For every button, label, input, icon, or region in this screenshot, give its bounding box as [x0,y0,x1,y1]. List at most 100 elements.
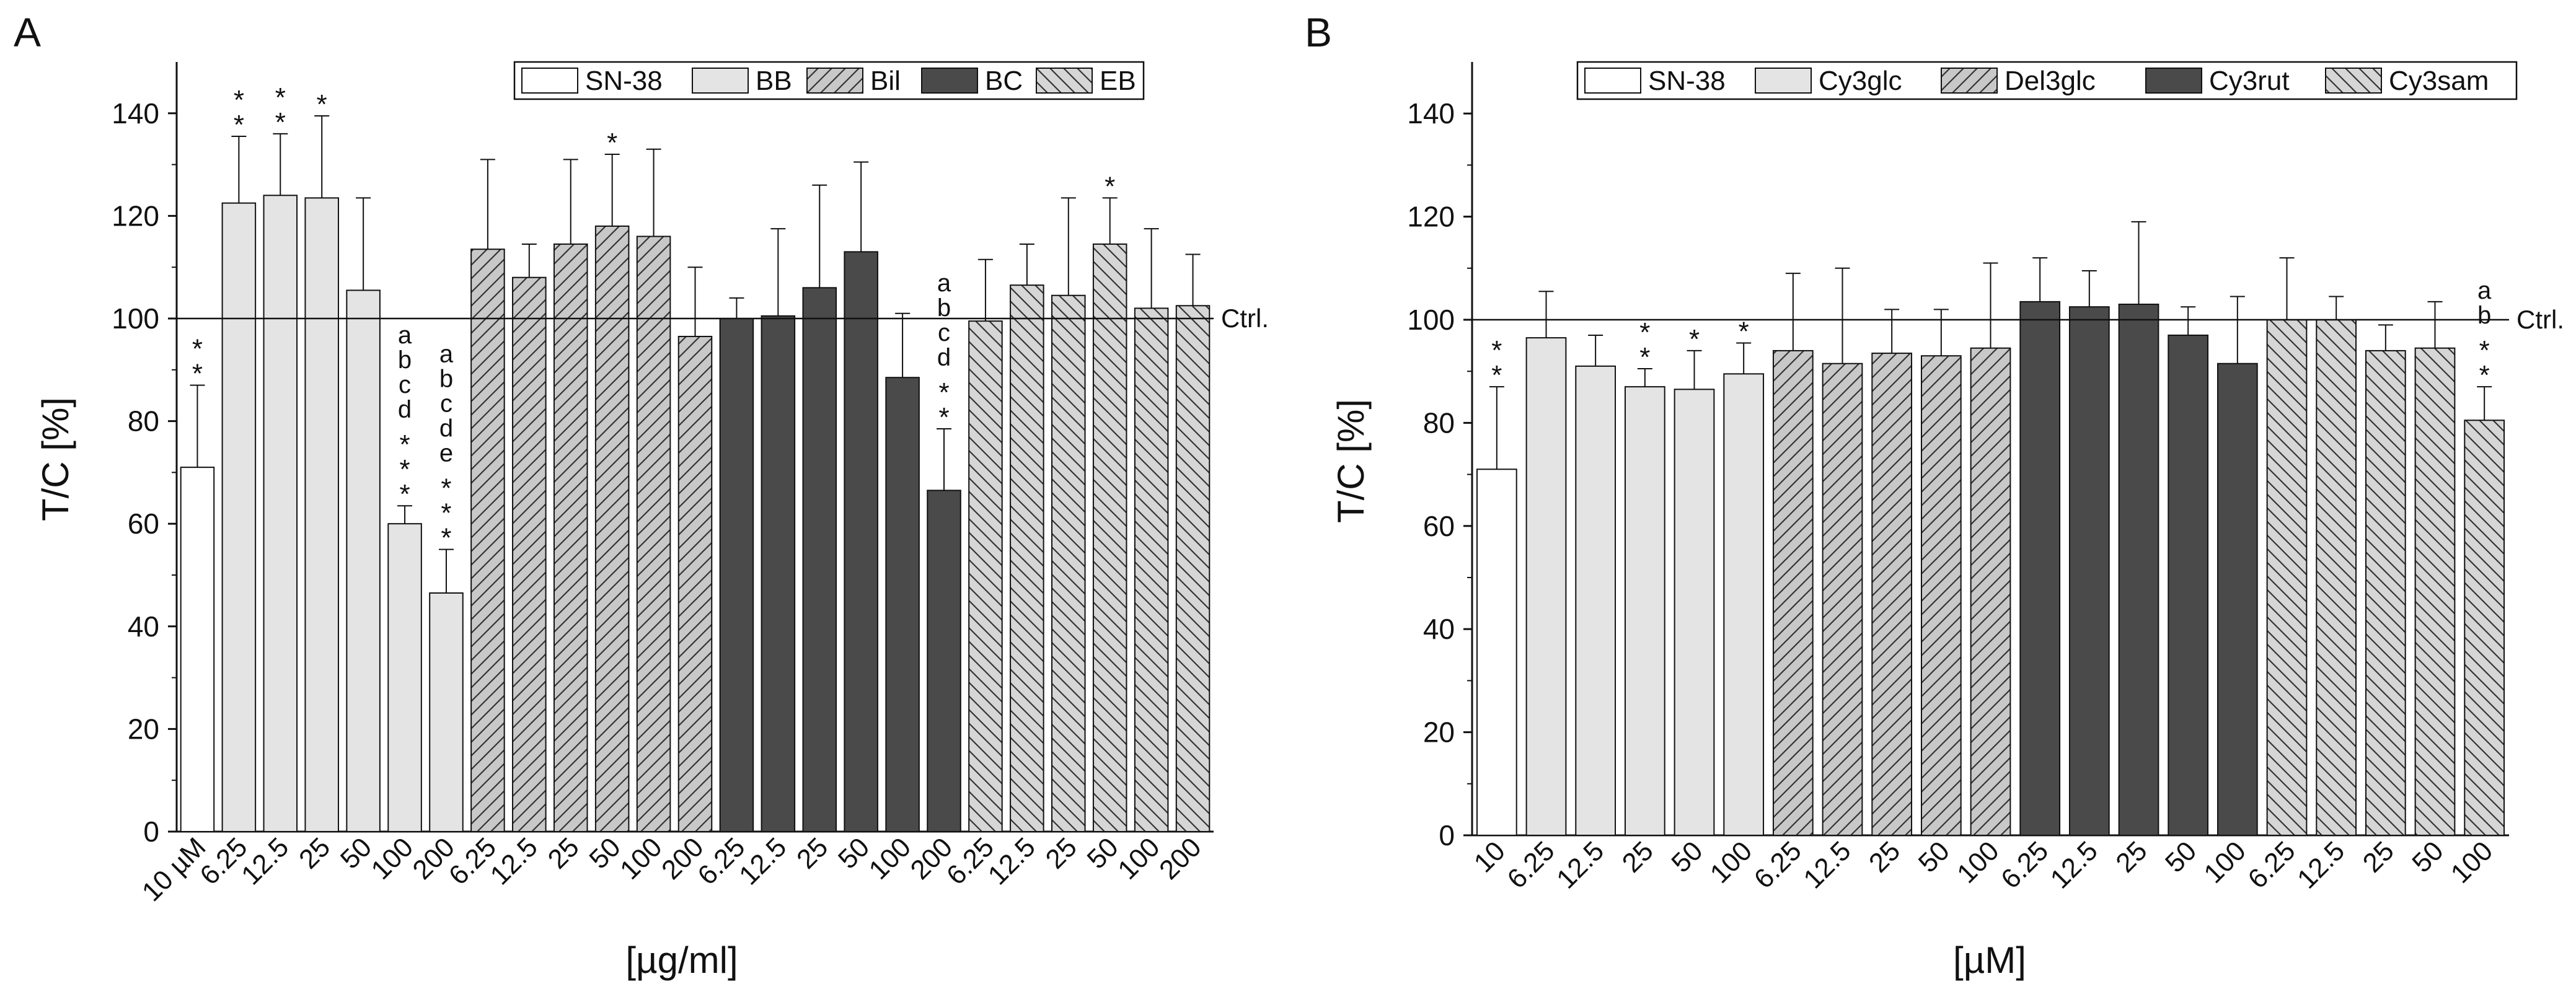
significance-label: * [2479,360,2490,390]
bar-bil-200 [677,335,713,832]
y-tick-label: 20 [128,713,159,745]
significance-label: * [1689,324,1700,354]
bar-cy3sam-100 [2464,420,2505,836]
panel-label: A [14,9,41,55]
significance-label: e [439,440,453,467]
bar-bc-200 [927,490,961,832]
legend-label: SN-38 [585,66,663,96]
bar-bc-6.25 [719,318,754,832]
bar-eb-100 [1134,307,1169,832]
bar-bil-6.25 [470,248,505,833]
y-tick-label: 140 [112,97,159,130]
significance-label: a [398,322,412,349]
bar-del3glc-25 [1871,353,1913,836]
significance-label: * [275,107,286,138]
bar-cy3glc-12.5 [1575,365,1617,836]
x-tick-label: 6.25 [1995,835,2054,894]
bar-bc-25 [802,287,837,832]
x-tick-label: 100 [1951,835,2005,889]
legend-swatch-sn-38 [521,68,578,94]
x-tick-label: 100 [1705,835,1758,889]
x-tick-label: 12.5 [1551,835,1610,894]
x-tick-label: 12.5 [733,832,792,890]
bar-bil-100 [636,235,671,832]
bar-cy3glc-50 [1674,389,1715,836]
legend-swatch-del3glc [1941,68,1998,94]
x-tick-label: 25 [1040,832,1083,874]
bar-sn-38-10 [1476,468,1517,836]
significance-label: d [439,415,453,442]
x-tick-label: 25 [2357,835,2400,878]
significance-label: a [937,270,951,297]
x-tick-label: 200 [1153,832,1207,886]
bar-cy3sam-6.25 [2266,319,2308,836]
significance-label: * [192,334,203,364]
bar-bil-50 [594,225,630,832]
x-tick-label: 25 [1863,835,1906,878]
y-tick-label: 20 [1423,716,1455,749]
y-tick-label: 80 [1423,407,1455,439]
panel-label: B [1305,9,1332,55]
legend-swatch-cy3sam [2325,68,2382,94]
control-line-label: Ctrl. [1221,304,1269,333]
x-tick-label: 25 [293,832,336,874]
legend-label: EB [1100,66,1136,96]
x-tick-label: 25 [1617,835,1659,878]
significance-label: * [399,454,410,485]
significance-label: d [937,344,951,371]
significance-label: b [439,366,453,393]
bar-bb-200 [429,592,464,832]
significance-label: * [441,473,451,504]
bar-cy3rut-25 [2118,304,2159,837]
x-tick-label: 6.25 [2242,835,2301,894]
bar-sn-38-10M [180,467,215,832]
significance-label: c [440,390,452,418]
bar-cy3rut-12.5 [2068,306,2110,836]
legend-swatch-bc [921,68,978,94]
y-tick-label: 60 [1423,510,1455,542]
bar-bb-6.25 [221,202,257,832]
y-tick-label: 120 [112,200,159,232]
significance-label: * [275,82,286,113]
significance-label: * [234,110,244,140]
x-tick-label: 6.25 [1501,835,1560,894]
bar-eb-12.5 [1010,284,1044,832]
bar-cy3rut-50 [2168,334,2209,836]
bar-bb-25 [304,197,339,833]
significance-label: c [399,371,411,398]
bar-cy3rut-100 [2217,363,2258,836]
significance-label: * [441,523,451,553]
y-axis-title: T/C [%] [35,397,76,521]
y-tick-label: 80 [128,405,159,437]
significance-label: a [439,341,454,368]
y-axis-title: T/C [%] [1330,399,1372,523]
bar-eb-200 [1175,305,1211,832]
significance-label: b [937,294,951,322]
legend-label: Bil [870,66,901,96]
legend-label: BB [756,66,792,96]
x-tick-label: 100 [1112,832,1166,886]
x-tick-label: 100 [366,832,420,886]
significance-label: * [1739,316,1749,346]
bar-del3glc-50 [1920,355,1962,836]
y-tick-label: 60 [128,508,159,540]
bar-cy3rut-6.25 [2019,301,2061,836]
significance-label: * [399,429,410,460]
bar-cy3sam-25 [2365,349,2406,836]
significance-label: * [192,359,203,389]
y-tick-label: 140 [1407,97,1455,130]
legend-label: Cy3glc [1819,66,1902,96]
bar-cy3glc-6.25 [1525,337,1567,836]
bar-cy3sam-50 [2414,347,2456,836]
x-tick-label: 12.5 [236,832,294,890]
x-tick-label: 50 [2159,835,2202,878]
x-tick-label: 12.5 [1797,835,1856,894]
legend-label: Cy3sam [2389,66,2489,96]
y-tick-label: 0 [1439,819,1455,851]
legend-swatch-cy3glc [1755,68,1812,94]
legend-swatch-bb [692,68,749,94]
legend-swatch-bil [806,68,863,94]
significance-label: * [938,402,949,433]
bar-eb-25 [1051,294,1086,832]
